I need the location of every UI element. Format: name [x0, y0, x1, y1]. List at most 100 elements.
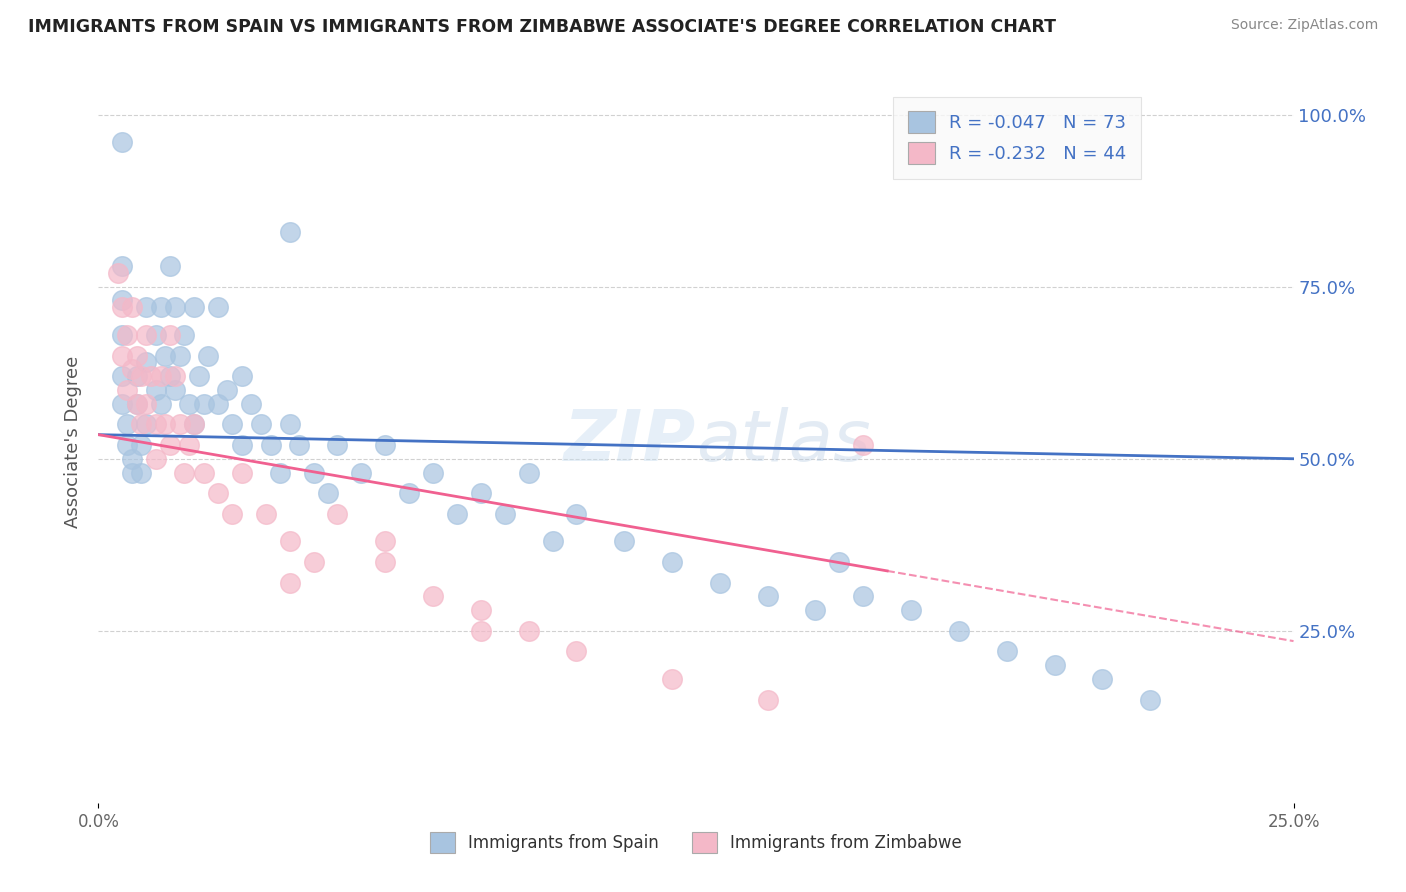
Point [179, 438, 201, 452]
Point [197, 349, 219, 363]
Point [111, 301, 134, 315]
Point [221, 507, 243, 521]
Point [135, 327, 157, 342]
Point [131, 438, 153, 452]
Point [111, 327, 134, 342]
Point [173, 466, 195, 480]
Point [350, 466, 373, 480]
Point [193, 397, 215, 411]
Point [111, 349, 134, 363]
Point [517, 624, 540, 638]
Point [131, 369, 153, 384]
Point [149, 369, 172, 384]
Point [278, 225, 301, 239]
Point [302, 555, 325, 569]
Point [756, 590, 779, 604]
Point [145, 327, 167, 342]
Point [709, 575, 731, 590]
Point [995, 644, 1018, 658]
Point [278, 417, 301, 432]
Point [159, 438, 181, 452]
Point [374, 534, 396, 549]
Point [326, 507, 349, 521]
Point [121, 451, 143, 466]
Point [541, 534, 564, 549]
Point [259, 438, 281, 452]
Point [135, 355, 157, 369]
Point [852, 590, 875, 604]
Point [326, 438, 349, 452]
Text: IMMIGRANTS FROM SPAIN VS IMMIGRANTS FROM ZIMBABWE ASSOCIATE'S DEGREE CORRELATION: IMMIGRANTS FROM SPAIN VS IMMIGRANTS FROM… [28, 18, 1056, 36]
Point [828, 555, 851, 569]
Point [254, 507, 277, 521]
Point [149, 301, 172, 315]
Point [217, 383, 239, 397]
Point [207, 486, 229, 500]
Point [115, 327, 138, 342]
Point [470, 603, 492, 617]
Point [221, 417, 243, 432]
Point [494, 507, 516, 521]
Point [288, 438, 311, 452]
Point [470, 486, 492, 500]
Point [179, 397, 201, 411]
Point [135, 417, 157, 432]
Point [111, 259, 134, 273]
Point [115, 417, 138, 432]
Point [121, 301, 143, 315]
Legend: Immigrants from Spain, Immigrants from Zimbabwe: Immigrants from Spain, Immigrants from Z… [423, 826, 969, 860]
Point [155, 349, 177, 363]
Point [115, 438, 138, 452]
Point [517, 466, 540, 480]
Point [422, 590, 444, 604]
Point [155, 417, 177, 432]
Point [207, 397, 229, 411]
Point [398, 486, 420, 500]
Point [159, 259, 181, 273]
Point [187, 369, 209, 384]
Point [183, 417, 205, 432]
Point [948, 624, 970, 638]
Point [804, 603, 827, 617]
Point [163, 301, 186, 315]
Point [374, 438, 396, 452]
Point [139, 369, 162, 384]
Point [135, 397, 157, 411]
Point [145, 417, 167, 432]
Point [374, 555, 396, 569]
Point [231, 466, 253, 480]
Point [470, 624, 492, 638]
Point [207, 301, 229, 315]
Point [852, 438, 875, 452]
Point [111, 369, 134, 384]
Point [661, 672, 683, 686]
Point [121, 466, 143, 480]
Point [269, 466, 291, 480]
Point [159, 327, 181, 342]
Point [565, 644, 588, 658]
Text: atlas: atlas [696, 407, 870, 476]
Point [193, 466, 215, 480]
Point [661, 555, 683, 569]
Point [145, 383, 167, 397]
Y-axis label: Associate's Degree: Associate's Degree [65, 355, 83, 528]
Point [183, 417, 205, 432]
Point [159, 369, 181, 384]
Point [125, 397, 148, 411]
Point [565, 507, 588, 521]
Point [173, 327, 195, 342]
Point [1139, 692, 1161, 706]
Point [278, 575, 301, 590]
Point [115, 383, 138, 397]
Point [131, 466, 153, 480]
Point [111, 293, 134, 308]
Point [121, 362, 143, 376]
Text: ZIP: ZIP [564, 407, 696, 476]
Point [163, 383, 186, 397]
Point [900, 603, 922, 617]
Point [422, 466, 444, 480]
Point [145, 451, 167, 466]
Point [135, 301, 157, 315]
Point [111, 135, 134, 149]
Point [250, 417, 273, 432]
